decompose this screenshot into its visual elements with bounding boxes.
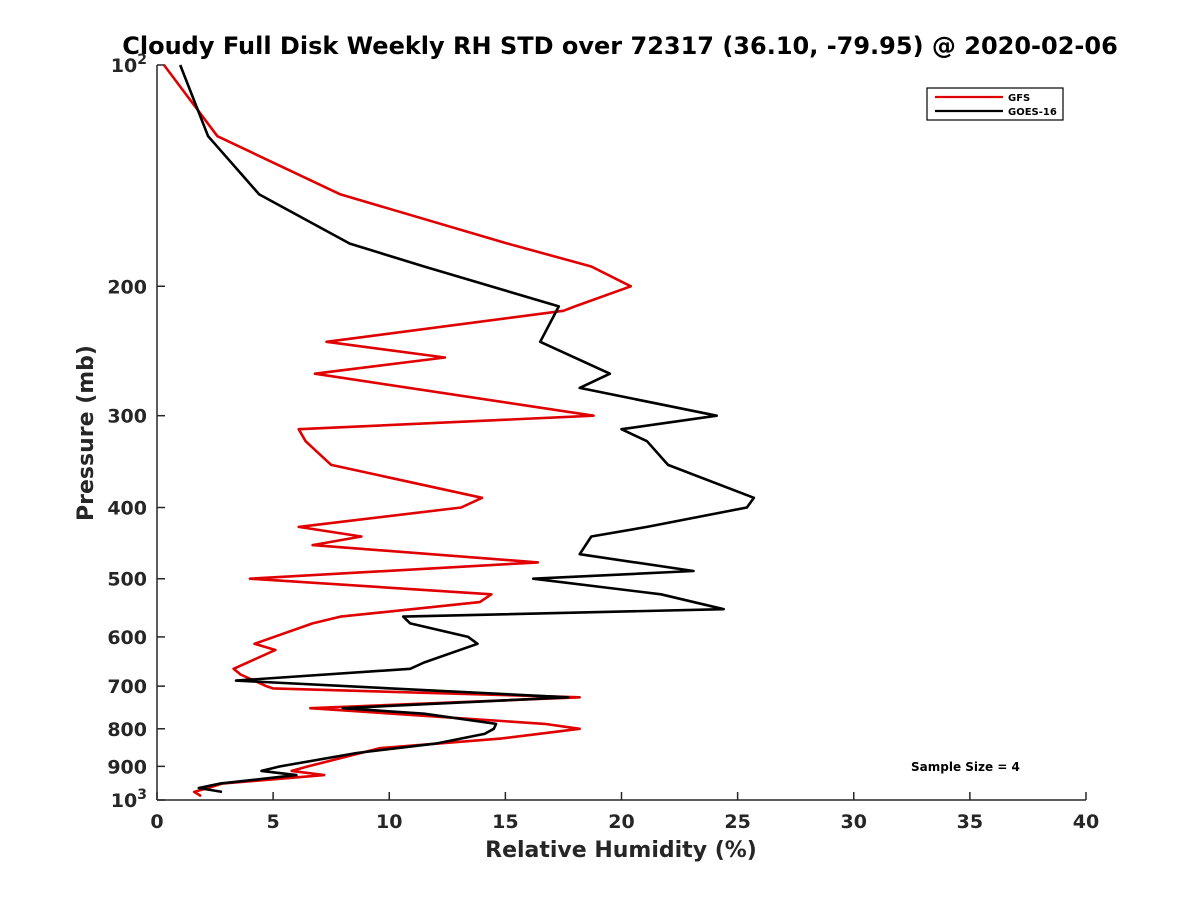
series-group (162, 64, 756, 798)
legend-box (926, 87, 1064, 121)
y-tick-label: 300 (107, 406, 147, 428)
y-tick-label: 102 (111, 52, 147, 77)
y-tick-label: 200 (107, 276, 147, 298)
y-tick-label: 600 (107, 627, 147, 649)
legend: GFS GOES-16 (926, 87, 1064, 121)
x-tick-label: 0 (150, 811, 163, 833)
chart-title: Cloudy Full Disk Weekly RH STD over 7231… (122, 32, 1118, 60)
y-tick-label: 900 (107, 756, 147, 778)
y-axis-label: Pressure (mb) (74, 345, 99, 521)
x-tick-label: 10 (376, 811, 402, 833)
legend-label-gfs: GFS (1008, 93, 1030, 104)
series-line-gfs (162, 64, 633, 798)
x-axis-label: Relative Humidity (%) (485, 838, 757, 863)
sample-size-annotation: Sample Size = 4 (911, 760, 1020, 774)
legend-label-goes-16: GOES-16 (1008, 107, 1057, 118)
y-tick-label: 103 (111, 787, 147, 812)
y-tick-label: 700 (107, 676, 147, 698)
x-tick-label: 5 (267, 811, 280, 833)
x-axis-ticks: 0 5 10 15 20 25 30 35 40 (150, 792, 1099, 833)
y-tick-label: 800 (107, 719, 147, 741)
y-tick-label: 500 (107, 569, 147, 591)
x-tick-label: 15 (492, 811, 518, 833)
x-tick-label: 20 (608, 811, 634, 833)
series-line-goes-16 (178, 64, 756, 794)
x-tick-label: 35 (957, 811, 983, 833)
x-tick-label: 40 (1073, 811, 1099, 833)
x-tick-label: 25 (724, 811, 750, 833)
x-tick-label: 30 (841, 811, 867, 833)
y-tick-label: 400 (107, 498, 147, 520)
y-axis-ticks: 102 200 300 400 500 600 700 800 900 103 (107, 52, 165, 812)
